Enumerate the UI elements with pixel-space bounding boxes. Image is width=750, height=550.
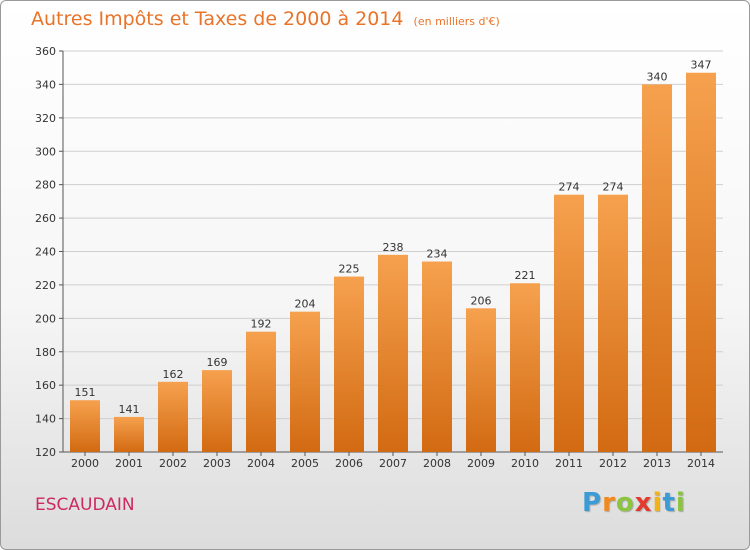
x-tick-label: 2000 xyxy=(71,457,99,470)
y-tick-label: 340 xyxy=(35,78,56,91)
data-label: 204 xyxy=(295,298,316,311)
bar-2001 xyxy=(114,416,144,452)
chart-title: Autres Impôts et Taxes de 2000 à 2014 (e… xyxy=(31,8,500,30)
bar-2004 xyxy=(246,331,276,452)
x-tick-label: 2009 xyxy=(467,457,495,470)
y-tick-label: 120 xyxy=(35,446,56,459)
bar-layer xyxy=(70,72,716,453)
axis-layer: 120 140 160 180 200 220 240 260 280 300 320 340 360 2… xyxy=(35,45,723,470)
label-layer: 151 141 162 169 192 204 225 238 234 206 221 274 274 3… xyxy=(75,59,712,416)
commune-name: ESCAUDAIN xyxy=(35,495,135,515)
chart-subtitle: (en milliers d'€) xyxy=(413,15,500,28)
x-tick-label: 2003 xyxy=(203,457,231,470)
x-tick-label: 2005 xyxy=(291,457,319,470)
data-label: 274 xyxy=(603,181,624,194)
bar-2010 xyxy=(510,283,540,452)
y-tick-label: 160 xyxy=(35,379,56,392)
data-label: 206 xyxy=(471,294,492,307)
data-label: 340 xyxy=(647,70,668,83)
x-tick-label: 2002 xyxy=(159,457,187,470)
bar-2012 xyxy=(598,194,628,453)
y-tick-label: 240 xyxy=(35,246,56,259)
chart-title-text: Autres Impôts et Taxes de 2000 à 2014 xyxy=(31,8,404,30)
logo-letter: P xyxy=(582,488,603,518)
bar-2007 xyxy=(378,254,408,452)
logo-letter: t xyxy=(662,488,676,518)
x-tick-label: 2012 xyxy=(599,457,627,470)
bar-2011 xyxy=(554,194,584,453)
proxiti-logo: Proxiti xyxy=(582,488,686,518)
data-label: 151 xyxy=(75,386,96,399)
y-tick-label: 360 xyxy=(35,45,56,58)
data-label: 234 xyxy=(427,248,448,261)
bar-2005 xyxy=(290,311,320,452)
logo-letter: i xyxy=(675,488,686,518)
logo-letter: x xyxy=(634,488,653,518)
logo-letter: o xyxy=(615,488,635,518)
logo-letter: r xyxy=(602,488,616,518)
y-tick-label: 220 xyxy=(35,279,56,292)
x-tick-label: 2013 xyxy=(643,457,671,470)
data-label: 274 xyxy=(559,181,580,194)
x-tick-label: 2007 xyxy=(379,457,407,470)
x-tick-label: 2004 xyxy=(247,457,275,470)
data-label: 347 xyxy=(691,59,712,72)
y-tick-label: 300 xyxy=(35,145,56,158)
x-tick-label: 2006 xyxy=(335,457,363,470)
logo-letter: i xyxy=(652,488,663,518)
data-label: 238 xyxy=(383,241,404,254)
data-label: 192 xyxy=(251,318,272,331)
x-tick-label: 2010 xyxy=(511,457,539,470)
data-label: 141 xyxy=(119,403,140,416)
bar-2009 xyxy=(466,308,496,452)
y-tick-label: 320 xyxy=(35,112,56,125)
data-label: 221 xyxy=(515,269,536,282)
y-tick-label: 180 xyxy=(35,346,56,359)
x-tick-label: 2001 xyxy=(115,457,143,470)
data-label: 162 xyxy=(163,368,184,381)
data-label: 169 xyxy=(207,356,228,369)
x-tick-label: 2014 xyxy=(687,457,715,470)
y-tick-label: 200 xyxy=(35,312,56,325)
x-tick-label: 2011 xyxy=(555,457,583,470)
bar-2002 xyxy=(158,381,188,452)
y-tick-label: 280 xyxy=(35,179,56,192)
bar-2006 xyxy=(334,276,364,452)
data-label: 225 xyxy=(339,263,360,276)
x-tick-label: 2008 xyxy=(423,457,451,470)
bar-2014 xyxy=(686,72,716,453)
bar-2008 xyxy=(422,261,452,452)
y-tick-label: 260 xyxy=(35,212,56,225)
bar-2000 xyxy=(70,400,100,452)
bar-2003 xyxy=(202,370,232,452)
y-tick-label: 140 xyxy=(35,413,56,426)
bar-2013 xyxy=(642,84,672,453)
